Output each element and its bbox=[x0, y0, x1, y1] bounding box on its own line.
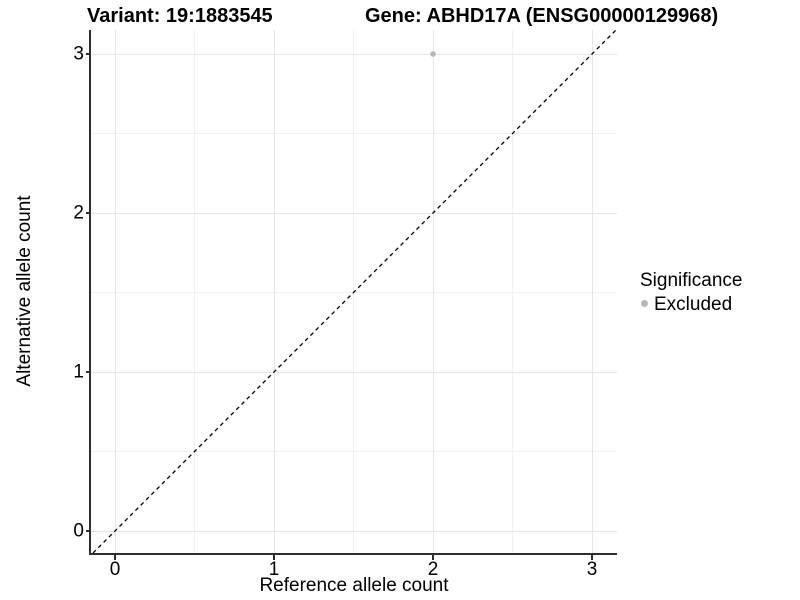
gridline-x-minor bbox=[194, 30, 195, 553]
gridline-y-minor bbox=[91, 451, 617, 452]
x-tick-label: 2 bbox=[427, 559, 439, 580]
y-tick-mark bbox=[86, 530, 91, 532]
legend-title: Significance bbox=[640, 270, 743, 291]
x-tick-mark bbox=[591, 555, 593, 560]
gridline-y-major bbox=[91, 53, 617, 55]
x-axis-title: Reference allele count bbox=[259, 575, 449, 596]
y-tick-label: 2 bbox=[73, 202, 84, 224]
y-tick-mark bbox=[86, 53, 91, 55]
identity-dashed-line bbox=[92, 29, 617, 554]
gridline-y-major bbox=[91, 371, 617, 373]
x-tick-label: 1 bbox=[268, 559, 280, 580]
legend-key-dot-icon bbox=[641, 300, 648, 307]
y-axis-line bbox=[89, 30, 91, 555]
gridline-x-major bbox=[591, 30, 593, 553]
x-tick-label: 3 bbox=[586, 559, 598, 580]
x-tick-mark bbox=[273, 555, 275, 560]
gridline-y-minor bbox=[91, 133, 617, 134]
x-tick-mark bbox=[114, 555, 116, 560]
data-point bbox=[430, 51, 436, 57]
gridline-x-major bbox=[273, 30, 275, 553]
y-tick-mark bbox=[86, 212, 91, 214]
y-axis-title: Alternative allele count bbox=[14, 195, 35, 387]
plot-title-variant: Variant: 19:1883545 bbox=[87, 5, 273, 27]
y-tick-label: 0 bbox=[73, 520, 84, 542]
gridline-x-minor bbox=[512, 30, 513, 553]
x-tick-mark bbox=[432, 555, 434, 560]
gridline-y-major bbox=[91, 530, 617, 532]
x-tick-label: 0 bbox=[109, 559, 121, 580]
legend-item-label: Excluded bbox=[654, 294, 733, 315]
gridline-y-major bbox=[91, 212, 617, 214]
gridline-x-minor bbox=[353, 30, 354, 553]
x-axis-line bbox=[89, 553, 617, 555]
y-tick-label: 3 bbox=[73, 43, 84, 65]
y-tick-mark bbox=[86, 371, 91, 373]
plot-title-gene: Gene: ABHD17A (ENSG00000129968) bbox=[365, 5, 719, 27]
plot-layer bbox=[92, 29, 617, 554]
gridline-x-major bbox=[432, 30, 434, 553]
y-tick-label: 1 bbox=[73, 361, 84, 383]
gridline-x-major bbox=[114, 30, 116, 553]
